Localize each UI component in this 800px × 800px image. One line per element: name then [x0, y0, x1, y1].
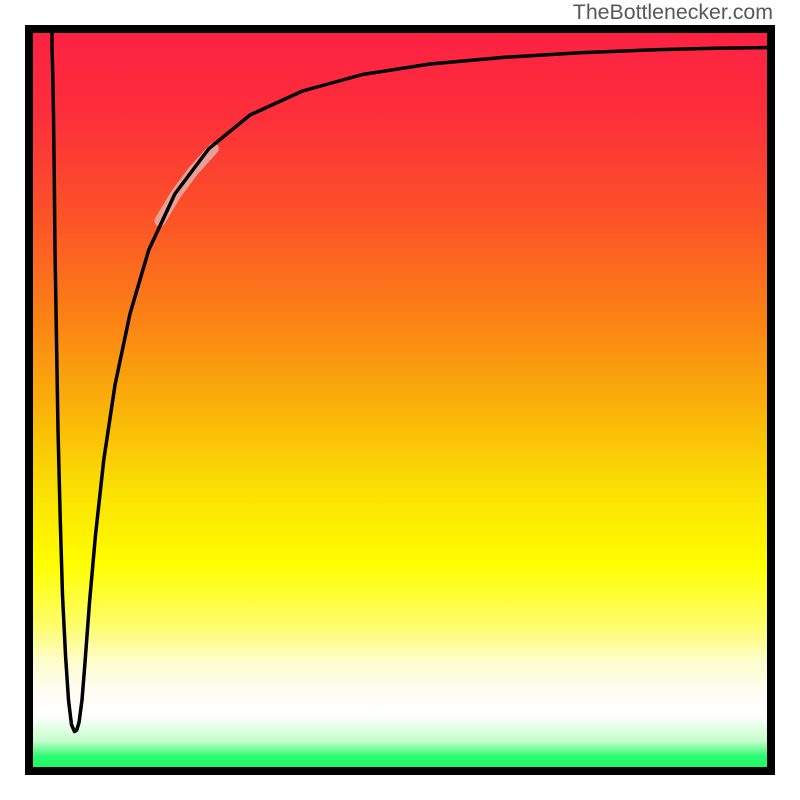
chart-gradient-background	[25, 25, 775, 775]
chart-frame	[25, 25, 775, 775]
watermark-text: TheBottlenecker.com	[573, 0, 773, 25]
chart-canvas: TheBottlenecker.com	[0, 0, 800, 800]
